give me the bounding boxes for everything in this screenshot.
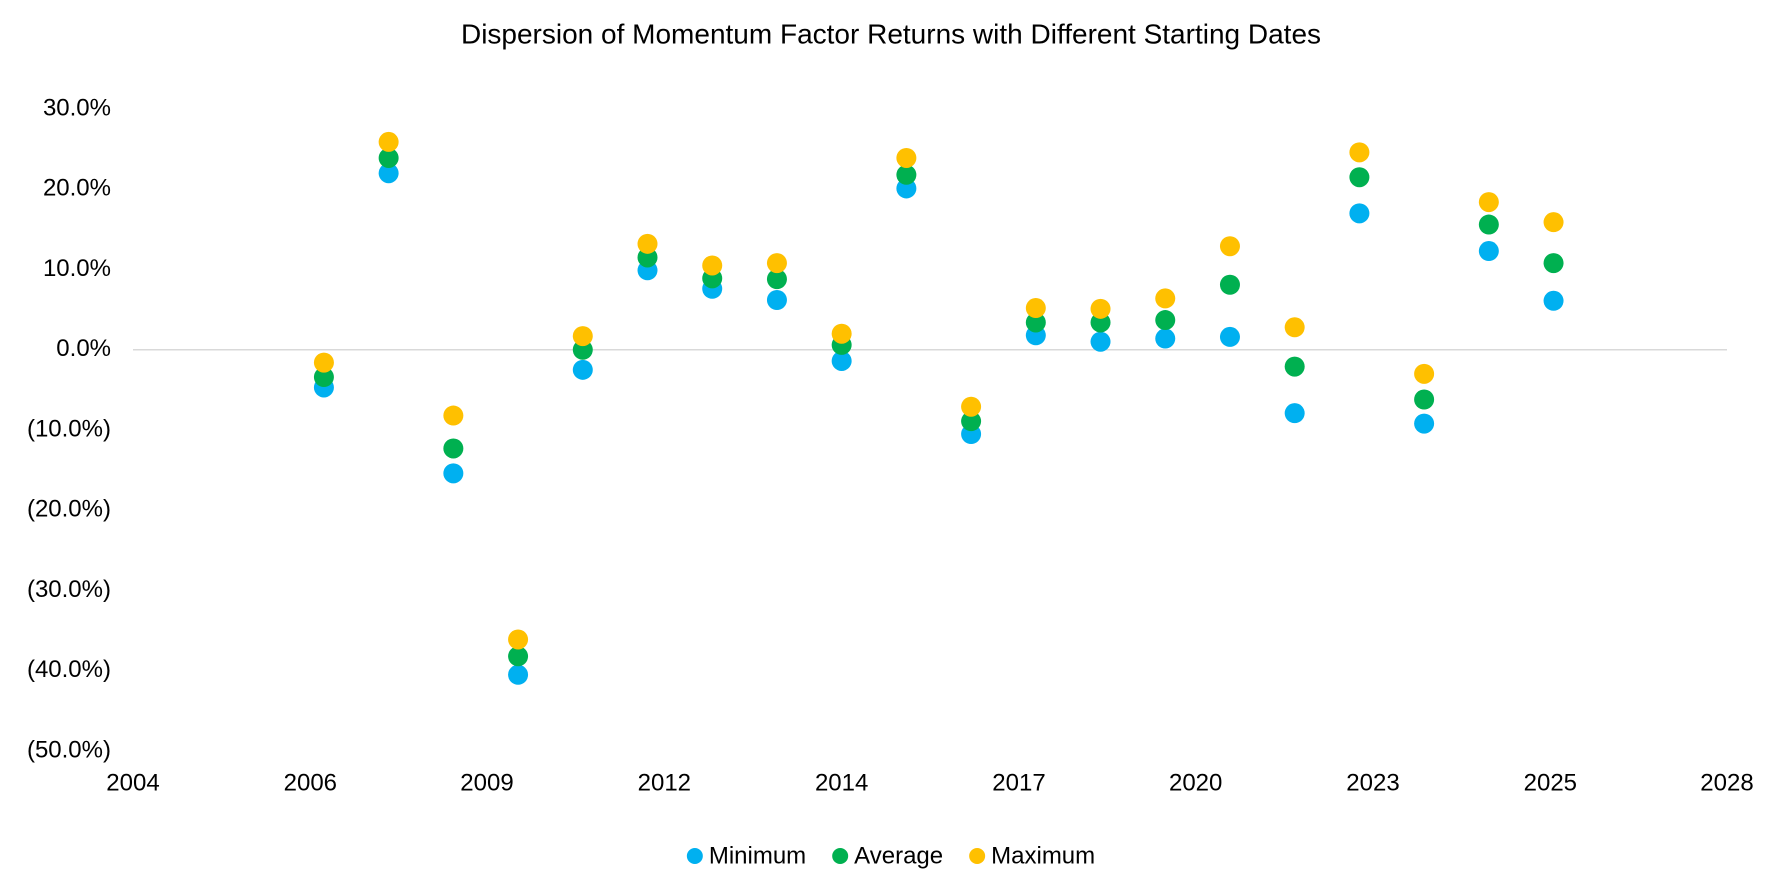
x-tick-label: 2017 [992,769,1045,796]
point [508,664,529,685]
point [443,438,464,459]
point [1349,142,1370,163]
x-tick-label: 2023 [1346,769,1399,796]
x-tick-label: 2025 [1524,769,1577,796]
point [961,411,982,432]
x-tick-label: 2028 [1700,769,1753,796]
point [766,269,787,290]
y-tick-label: (20.0%) [27,496,111,523]
point [1349,203,1370,224]
y-tick-label: 20.0% [43,175,111,202]
x-tick-label: 2012 [638,769,691,796]
point [1543,253,1564,274]
point [1284,403,1305,424]
x-tick-label: 2004 [106,769,159,796]
point [313,367,334,388]
point [1543,212,1564,233]
point [1090,298,1111,319]
legend-marker [832,848,849,864]
point [378,147,399,168]
point [896,164,917,185]
point [1414,389,1435,410]
point [1219,236,1240,257]
point [443,463,464,484]
legend-label: Maximum [991,842,1095,869]
point [572,326,593,347]
point [831,350,852,371]
point [1414,363,1435,384]
point [1284,356,1305,377]
point [378,163,399,184]
point [313,352,334,373]
x-tick-label: 2020 [1169,769,1222,796]
legend-marker [969,848,986,864]
point [1155,310,1176,331]
point [1284,317,1305,338]
y-tick-label: (30.0%) [27,576,111,603]
point [1155,328,1176,349]
point [702,255,723,276]
y-tick-label: (40.0%) [27,656,111,683]
chart-title: Dispersion of Momentum Factor Returns wi… [461,18,1321,49]
point [896,147,917,168]
point [1478,214,1499,235]
point [1025,298,1046,319]
point [1349,167,1370,188]
y-tick-label: 0.0% [56,335,111,362]
point [1219,326,1240,347]
point [961,396,982,417]
point [378,131,399,152]
x-tick-label: 2009 [460,769,513,796]
point [1155,288,1176,309]
point [766,289,787,310]
point [1025,312,1046,333]
x-tick-label: 2006 [284,769,337,796]
point [766,253,787,274]
point [508,629,529,650]
point [443,405,464,426]
y-tick-label: (10.0%) [27,415,111,442]
point [637,233,658,254]
point [831,323,852,344]
point [508,646,529,667]
legend-marker [686,848,703,864]
point [1478,241,1499,262]
point [1543,290,1564,311]
point [1478,192,1499,213]
y-tick-label: (50.0%) [27,736,111,763]
x-tick-label: 2014 [815,769,868,796]
point [1414,413,1435,434]
legend-label: Average [854,842,943,869]
y-tick-label: 10.0% [43,255,111,282]
point [572,359,593,380]
point [1090,331,1111,352]
point [1219,274,1240,295]
y-tick-label: 30.0% [43,94,111,121]
legend-label: Minimum [709,842,806,869]
